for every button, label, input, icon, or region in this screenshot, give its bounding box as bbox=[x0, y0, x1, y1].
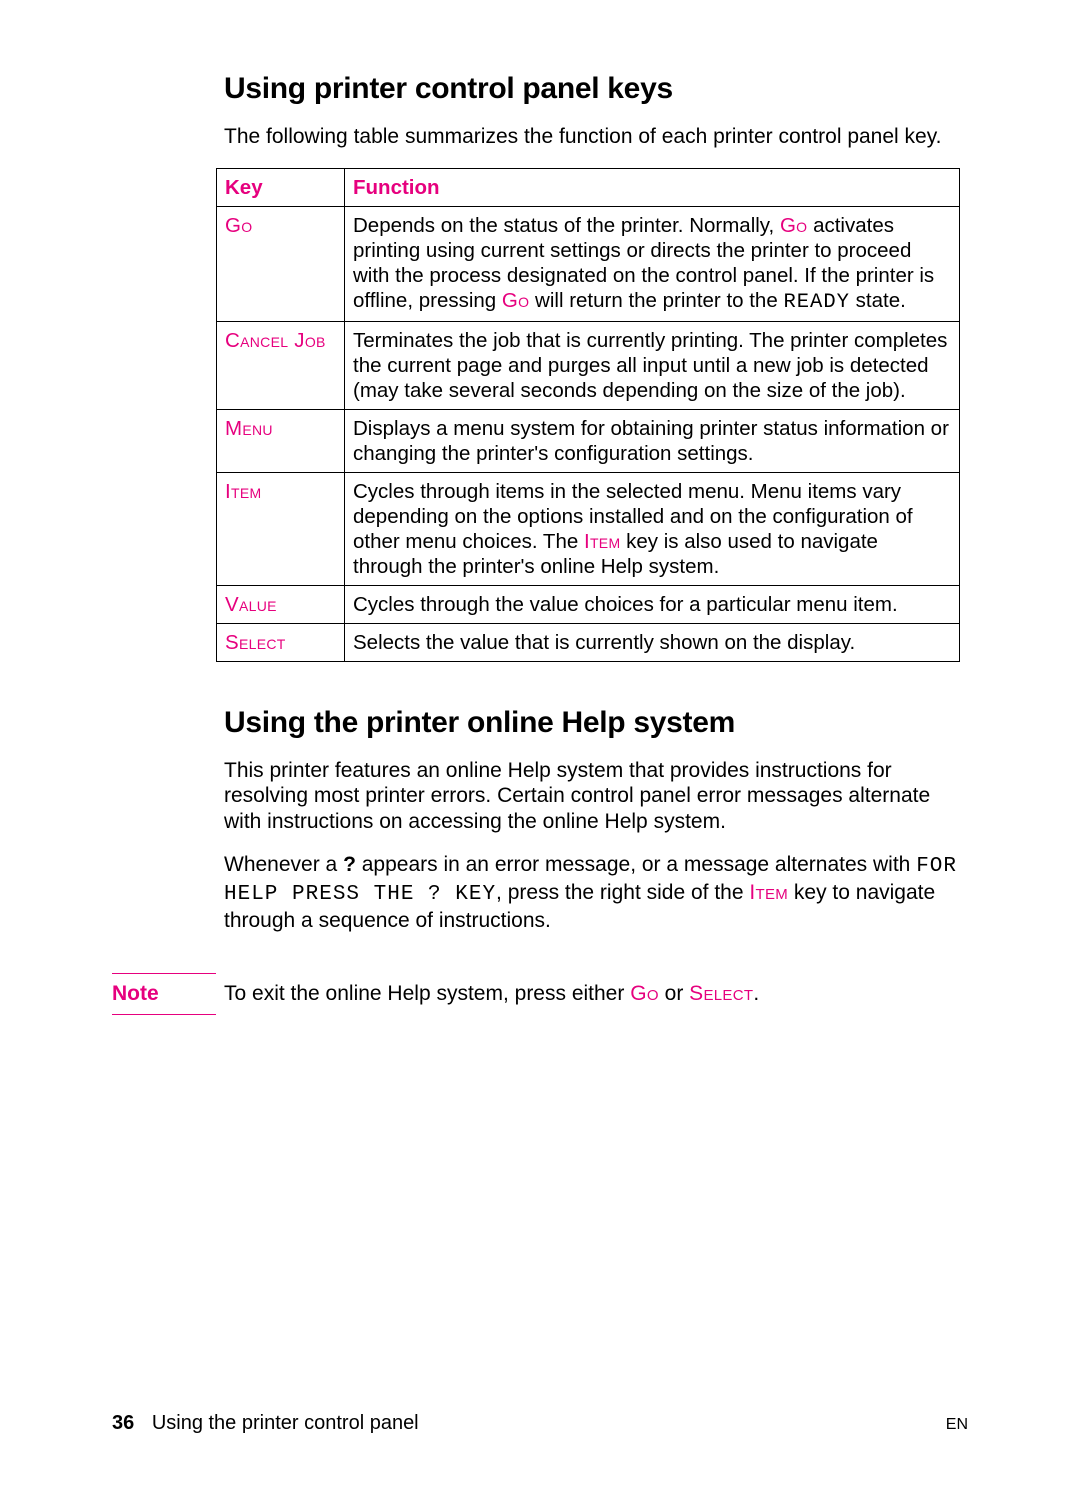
note-block: Note To exit the online Help system, pre… bbox=[112, 967, 968, 1023]
table-row: ValueCycles through the value choices fo… bbox=[217, 585, 960, 623]
keys-table: Key Function GoDepends on the status of … bbox=[216, 168, 960, 662]
section2-para1: This printer features an online Help sys… bbox=[224, 758, 968, 835]
table-row: SelectSelects the value that is currentl… bbox=[217, 623, 960, 661]
key-cell: Select bbox=[217, 623, 345, 661]
footer-left: 36 Using the printer control panel bbox=[112, 1412, 419, 1435]
function-cell: Displays a menu system for obtaining pri… bbox=[345, 409, 960, 472]
section2-heading: Using the printer online Help system bbox=[224, 706, 968, 740]
function-cell: Selects the value that is currently show… bbox=[345, 623, 960, 661]
function-cell: Cycles through items in the selected men… bbox=[345, 472, 960, 585]
footer-section-title: Using the printer control panel bbox=[152, 1412, 419, 1434]
table-header-row: Key Function bbox=[217, 168, 960, 206]
note-label: Note bbox=[112, 982, 224, 1006]
section1-heading: Using printer control panel keys bbox=[224, 72, 968, 106]
table-row: Cancel JobTerminates the job that is cur… bbox=[217, 321, 960, 409]
note-body: To exit the online Help system, press ei… bbox=[224, 967, 759, 1007]
table-row: MenuDisplays a menu system for obtaining… bbox=[217, 409, 960, 472]
th-key: Key bbox=[217, 168, 345, 206]
function-cell: Terminates the job that is currently pri… bbox=[345, 321, 960, 409]
key-cell: Go bbox=[217, 206, 345, 321]
note-rule-bottom bbox=[112, 1014, 216, 1015]
document-page: Using printer control panel keys The fol… bbox=[0, 0, 1080, 1495]
function-cell: Cycles through the value choices for a p… bbox=[345, 585, 960, 623]
table-row: GoDepends on the status of the printer. … bbox=[217, 206, 960, 321]
page-number: 36 bbox=[112, 1412, 134, 1434]
table-row: ItemCycles through items in the selected… bbox=[217, 472, 960, 585]
th-function: Function bbox=[345, 168, 960, 206]
key-cell: Value bbox=[217, 585, 345, 623]
section1-intro: The following table summarizes the funct… bbox=[224, 124, 968, 150]
key-cell: Cancel Job bbox=[217, 321, 345, 409]
function-cell: Depends on the status of the printer. No… bbox=[345, 206, 960, 321]
page-footer: 36 Using the printer control panel EN bbox=[112, 1412, 968, 1435]
note-label-wrap: Note bbox=[112, 967, 224, 1023]
footer-language: EN bbox=[946, 1416, 968, 1434]
key-cell: Item bbox=[217, 472, 345, 585]
note-rule-top bbox=[112, 973, 216, 974]
section2-para2: Whenever a ? appears in an error message… bbox=[224, 852, 968, 933]
content-column: Using printer control panel keys The fol… bbox=[224, 72, 968, 1023]
key-cell: Menu bbox=[217, 409, 345, 472]
